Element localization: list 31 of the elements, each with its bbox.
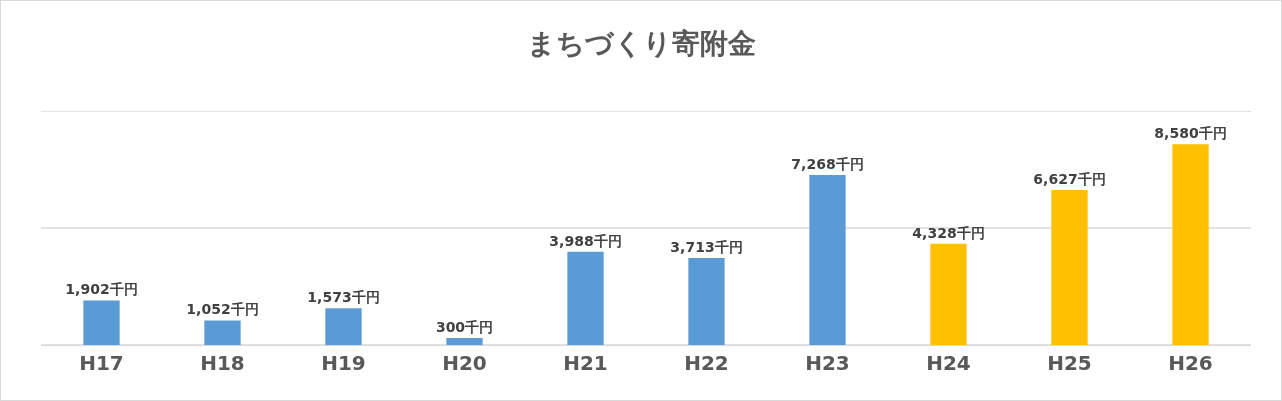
bar	[1051, 189, 1088, 345]
data-label: 300千円	[435, 318, 494, 335]
x-tick-label: H21	[563, 351, 608, 375]
x-tick-label: H23	[805, 351, 850, 375]
x-tick-label: H24	[926, 351, 971, 375]
x-tick-label: H26	[1168, 351, 1213, 375]
bar	[567, 251, 604, 345]
bar	[325, 308, 362, 345]
bar	[1172, 144, 1209, 345]
data-label: 1,902千円	[65, 281, 138, 298]
x-tick-label: H19	[321, 351, 366, 375]
data-label: 3,713千円	[670, 239, 743, 256]
data-label: 6,627千円	[1033, 170, 1106, 187]
bar	[446, 337, 483, 345]
bar	[688, 258, 725, 345]
data-label: 7,268千円	[791, 155, 864, 172]
chart-title: まちづくり寄附金	[526, 26, 756, 60]
x-tick-label: H20	[442, 351, 487, 375]
data-label: 1,052千円	[186, 301, 259, 318]
data-label: 3,988千円	[549, 232, 622, 249]
bar	[930, 243, 967, 345]
bar	[204, 320, 241, 345]
x-tick-label: H17	[79, 351, 124, 375]
bar	[83, 300, 120, 345]
x-tick-label: H25	[1047, 351, 1092, 375]
data-label: 8,580千円	[1154, 125, 1227, 142]
bar	[809, 174, 846, 345]
data-label: 4,328千円	[912, 224, 985, 241]
x-tick-label: H22	[684, 351, 729, 375]
data-label: 1,573千円	[307, 289, 380, 306]
x-tick-label: H18	[200, 351, 245, 375]
